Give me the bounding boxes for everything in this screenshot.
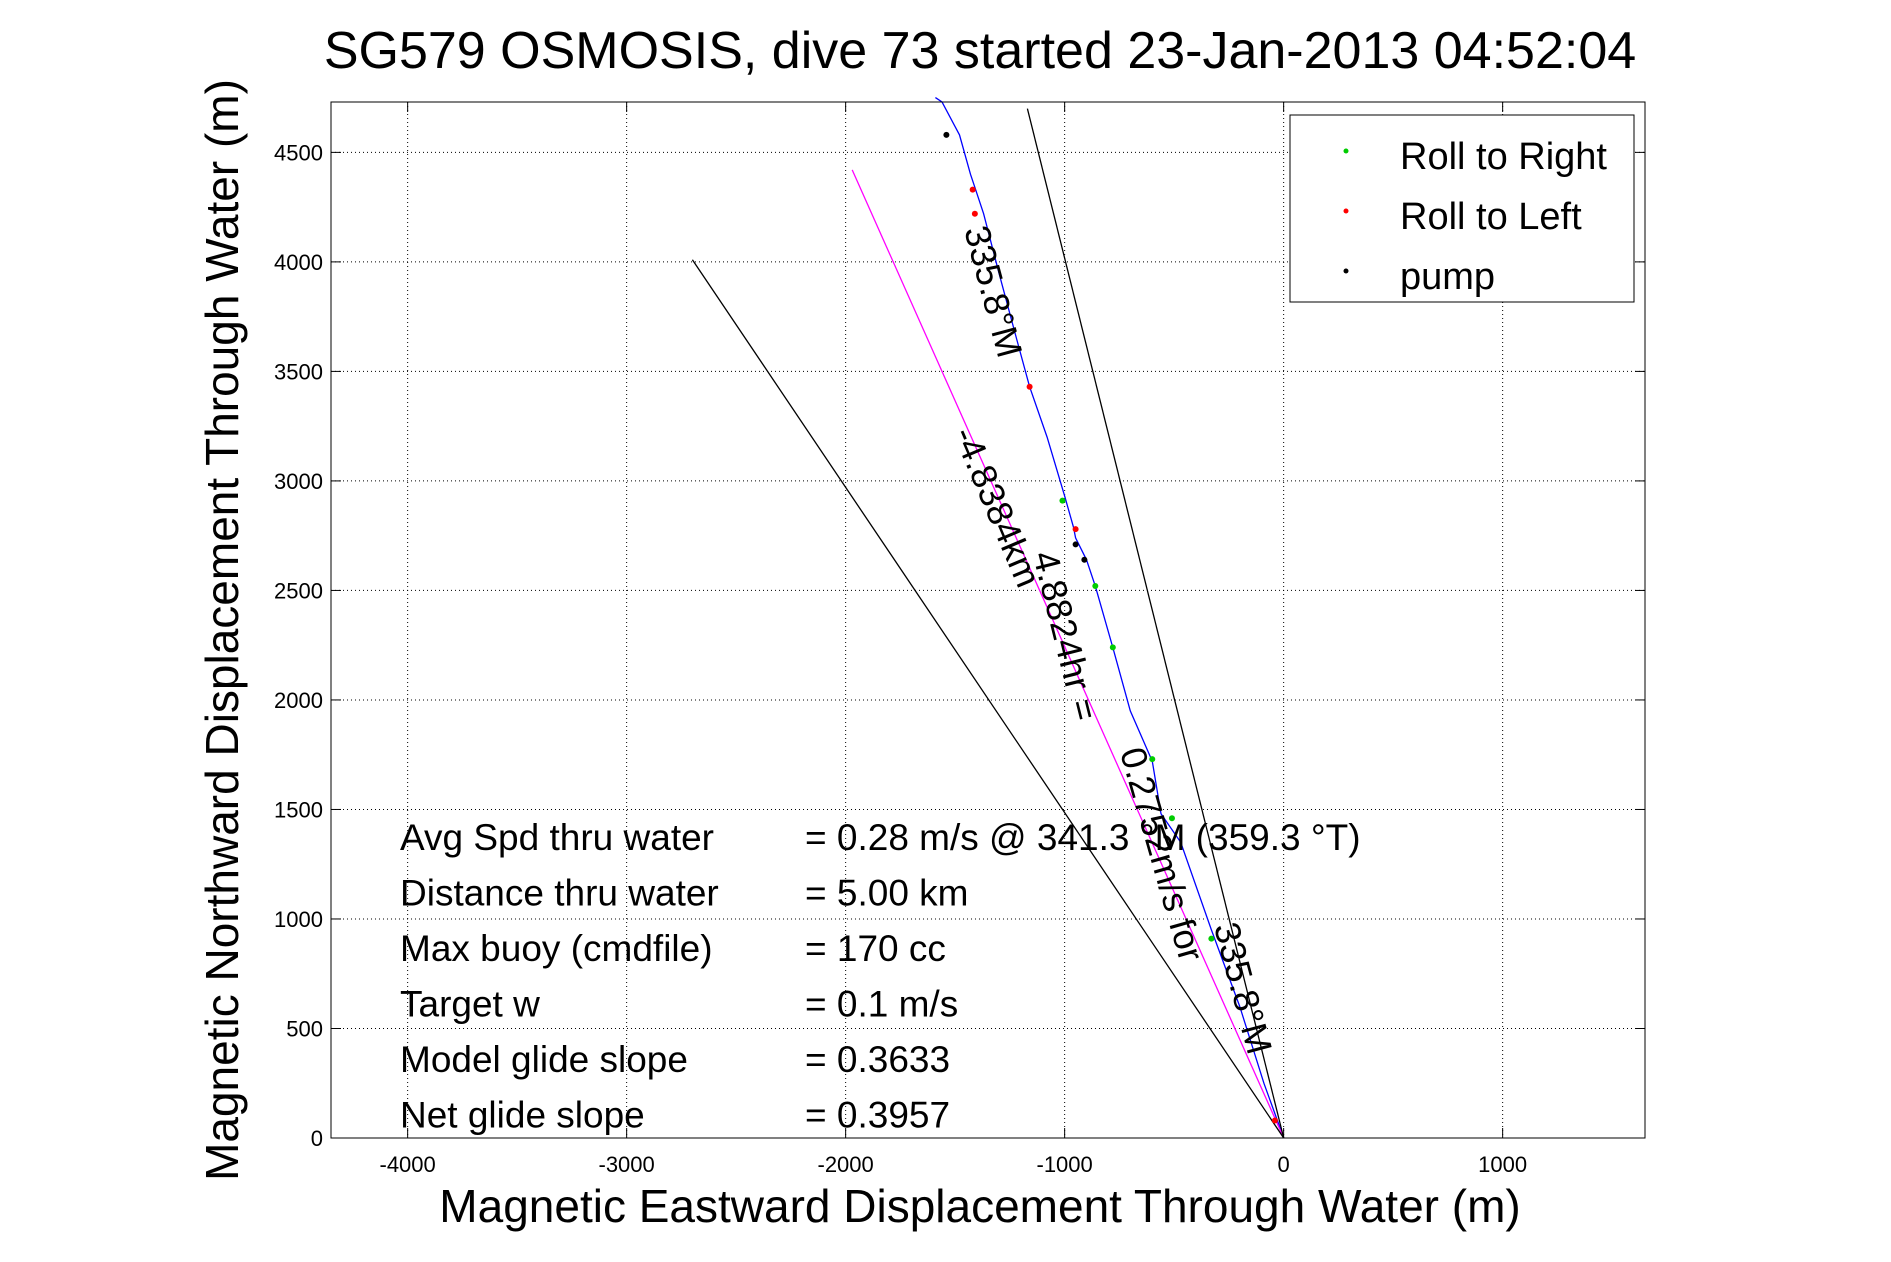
y-tick-label: 3500 — [274, 359, 323, 384]
series-line-0 — [935, 97, 1285, 1139]
roll-right-marker — [1168, 815, 1175, 822]
legend-marker — [1343, 268, 1349, 274]
y-tick-label: 2500 — [274, 578, 323, 603]
plot-frame — [330, 101, 1646, 1139]
stat-label: Target w — [400, 984, 540, 1025]
y-tick-label: 1500 — [274, 797, 323, 822]
chart-title: SG579 OSMOSIS, dive 73 started 23-Jan-20… — [324, 22, 1636, 80]
legend-marker — [1343, 208, 1349, 214]
path-annotation: 335.8°M — [956, 221, 1030, 362]
pump-marker — [1072, 541, 1079, 548]
y-axis-label: Magnetic Northward Displacement Through … — [196, 79, 248, 1181]
series-line-1 — [851, 169, 1285, 1139]
stat-label: Net glide slope — [400, 1095, 645, 1136]
series-line-2 — [691, 259, 1285, 1139]
roll-left-marker — [971, 210, 978, 217]
stat-value: = 0.28 m/s @ 341.3 °M (359.3 °T) — [805, 817, 1361, 858]
x-tick-label: -4000 — [380, 1152, 436, 1177]
y-tick-label: 500 — [286, 1016, 323, 1041]
roll-right-marker — [1109, 644, 1116, 651]
roll-left-marker — [1072, 526, 1079, 533]
roll-left-marker — [1271, 1117, 1278, 1124]
y-tick-label: 0 — [311, 1126, 323, 1151]
series-line-3 — [1026, 108, 1285, 1139]
x-tick-label: 1000 — [1478, 1152, 1527, 1177]
roll-left-marker — [969, 186, 976, 193]
y-tick-label: 1000 — [274, 907, 323, 932]
roll-left-marker — [1026, 383, 1033, 390]
stat-label: Avg Spd thru water — [400, 817, 714, 858]
legend-marker — [1343, 148, 1349, 154]
x-tick-label: -2000 — [818, 1152, 874, 1177]
stat-value: = 0.1 m/s — [805, 984, 958, 1025]
stat-value: = 0.3957 — [805, 1095, 950, 1136]
pump-marker — [943, 131, 950, 138]
legend-label: Roll to Left — [1400, 196, 1582, 238]
x-axis-label: Magnetic Eastward Displacement Through W… — [439, 1180, 1520, 1232]
legend: Roll to Right Roll to Left pump — [1289, 114, 1635, 303]
stat-value: = 5.00 km — [805, 873, 969, 914]
y-tick-label: 4000 — [274, 250, 323, 275]
roll-right-marker — [1059, 497, 1066, 504]
x-tick-label: 0 — [1278, 1152, 1290, 1177]
x-tick-label: -1000 — [1037, 1152, 1093, 1177]
stat-label: Distance thru water — [400, 873, 719, 914]
plot-area — [691, 97, 1285, 1139]
roll-right-marker — [1092, 583, 1099, 590]
y-tick-label: 3000 — [274, 469, 323, 494]
legend-label: pump — [1400, 256, 1495, 298]
y-tick-label: 2000 — [274, 688, 323, 713]
stat-value: = 170 cc — [805, 928, 946, 969]
y-tick-label: 4500 — [274, 140, 323, 165]
roll-right-marker — [1208, 935, 1215, 942]
stats-block: Avg Spd thru water = 0.28 m/s @ 341.3 °M … — [400, 817, 1361, 1136]
stat-value: = 0.3633 — [805, 1039, 950, 1080]
stat-label: Max buoy (cmdfile) — [400, 928, 713, 969]
path-annotation: 4.8824hr = — [1025, 547, 1107, 725]
pump-marker — [1081, 556, 1088, 563]
stat-label: Model glide slope — [400, 1039, 688, 1080]
axis-ticks: -4000 -3000 -2000 -1000 0 1000 0 500 1000 1500 200… — [274, 102, 1645, 1177]
x-tick-label: -3000 — [599, 1152, 655, 1177]
roll-right-marker — [1149, 756, 1156, 763]
legend-label: Roll to Right — [1400, 136, 1607, 178]
